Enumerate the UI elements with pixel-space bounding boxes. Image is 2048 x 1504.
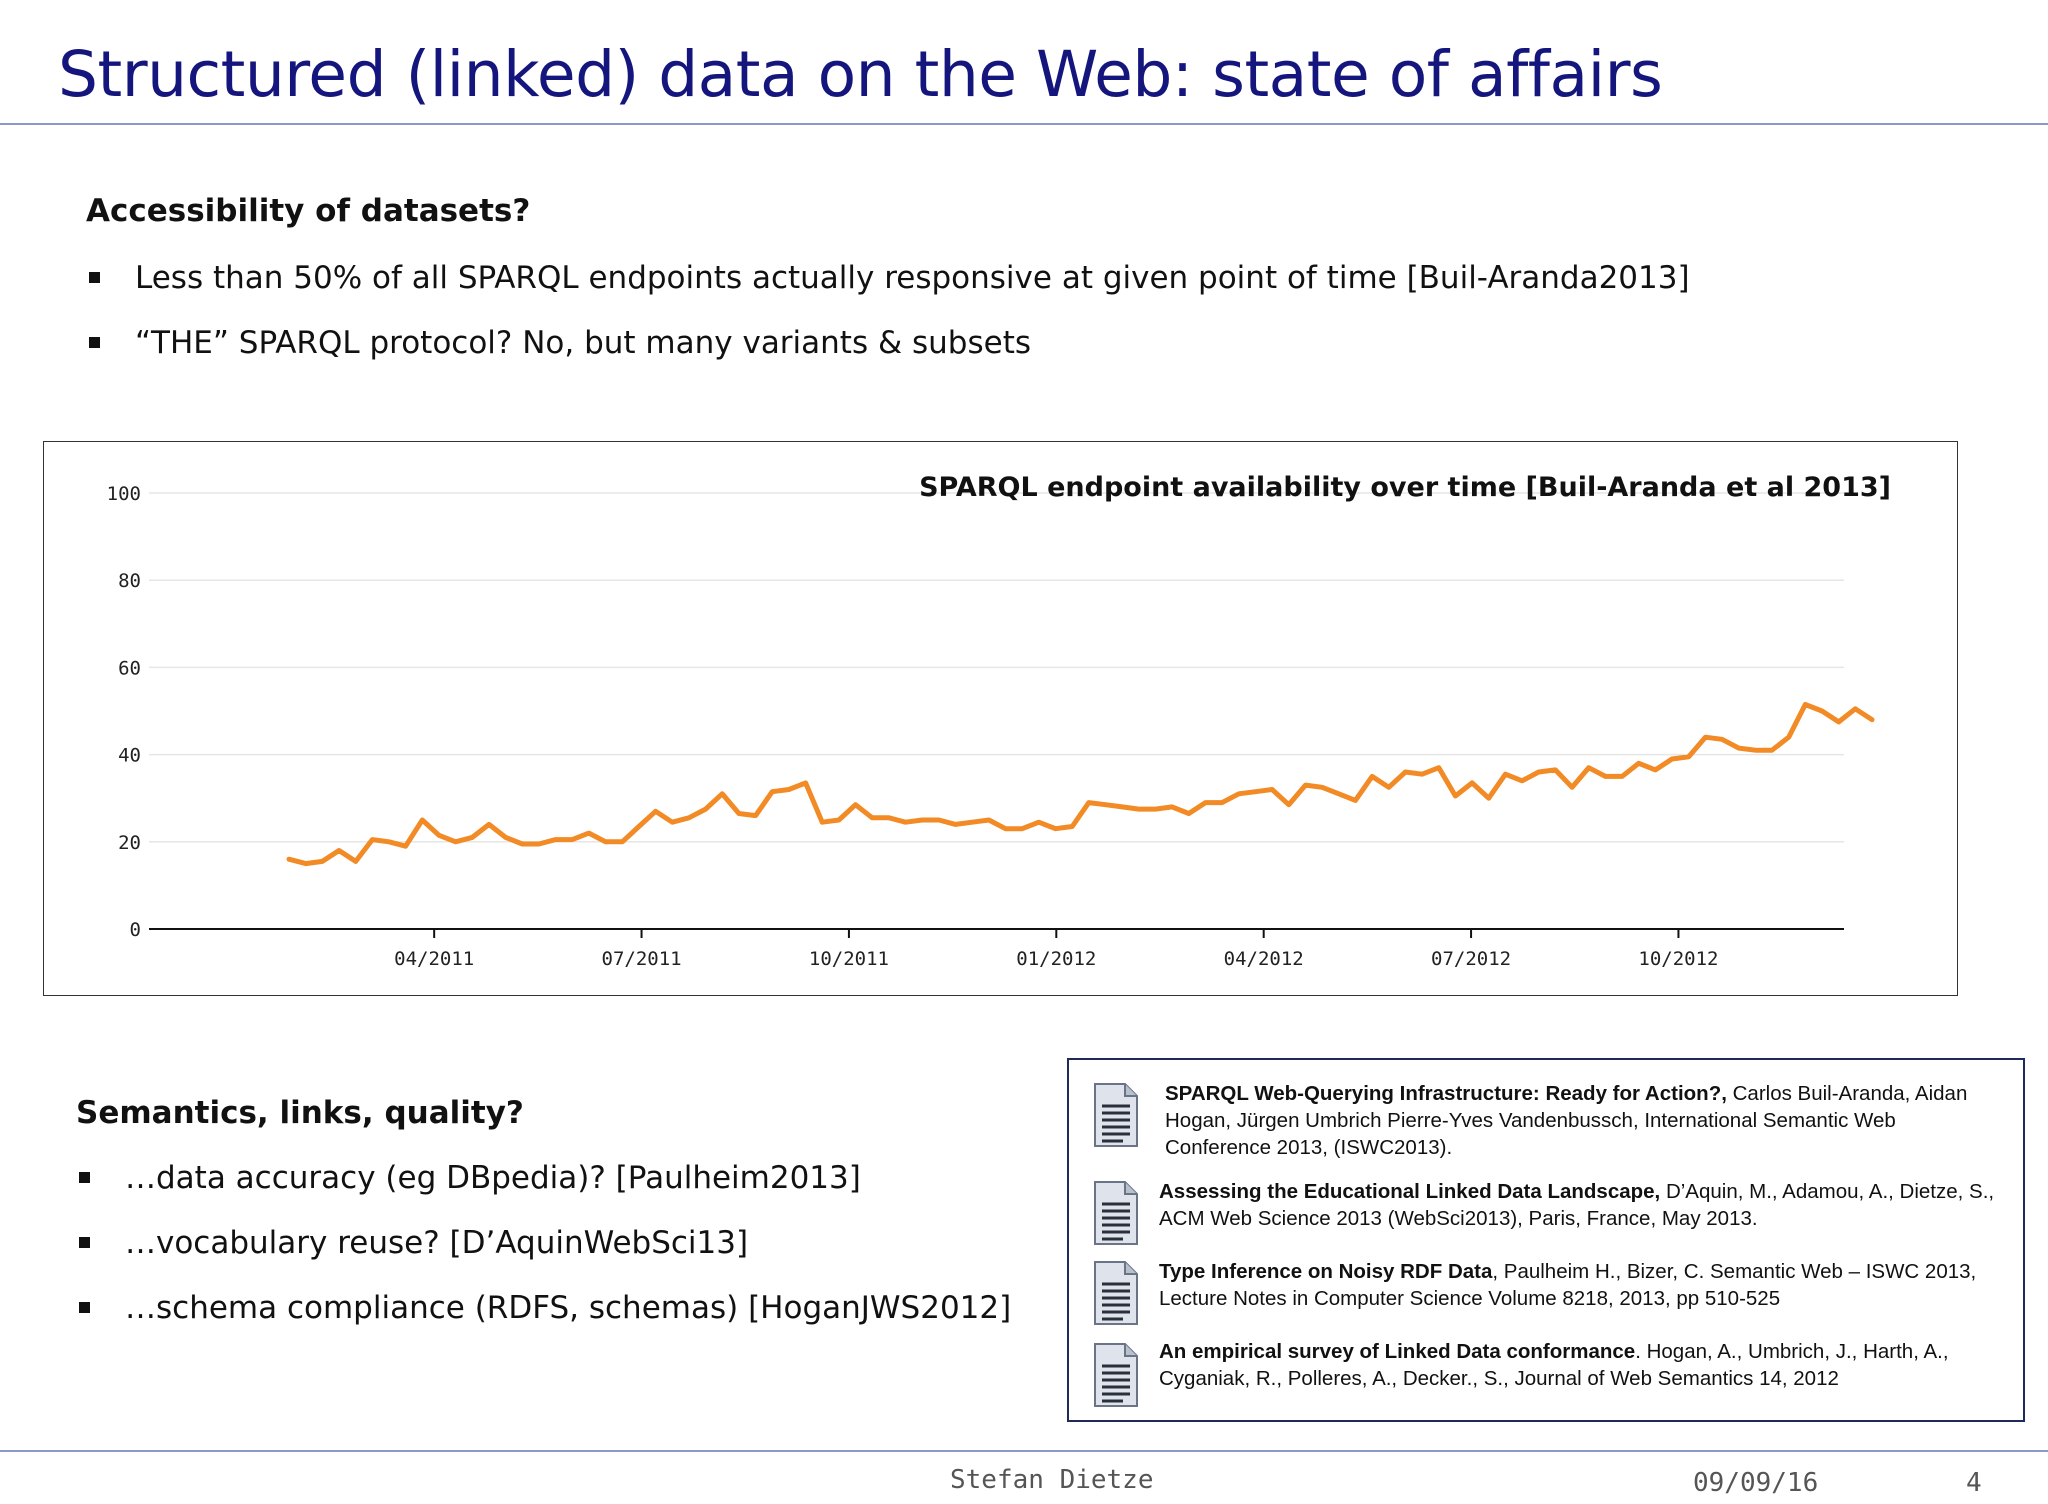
reference-text: Assessing the Educational Linked Data La… bbox=[1159, 1180, 1995, 1230]
square-bullet-icon bbox=[89, 272, 100, 283]
bullet-text: …data accuracy (eg DBpedia)? [Paulheim20… bbox=[125, 1160, 861, 1196]
reference-text: SPARQL Web-Querying Infrastructure: Read… bbox=[1165, 1082, 1968, 1159]
x-tick-label: 04/2012 bbox=[1224, 948, 1304, 970]
availability-chart: 0 20 40 60 80 100 04/2011 07/2011 10/2011 01/2012… bbox=[43, 441, 1958, 996]
x-tick-label: 07/2011 bbox=[602, 948, 682, 970]
bullet-text: …vocabulary reuse? [D’AquinWebSci13] bbox=[125, 1225, 749, 1261]
x-tick-label: 10/2011 bbox=[809, 948, 889, 970]
bullet-text: “THE” SPARQL protocol? No, but many vari… bbox=[135, 325, 1032, 361]
square-bullet-icon bbox=[79, 1172, 90, 1183]
y-tick-label: 20 bbox=[118, 832, 141, 854]
y-tick-label: 100 bbox=[107, 483, 141, 505]
accessibility-bullet-list: Less than 50% of all SPARQL endpoints ac… bbox=[89, 258, 1690, 388]
references-box: SPARQL Web-Querying Infrastructure: Read… bbox=[1067, 1058, 2025, 1422]
semantics-bullet-list: …data accuracy (eg DBpedia)? [Paulheim20… bbox=[79, 1158, 1011, 1353]
chart-title: SPARQL endpoint availability over time [… bbox=[919, 472, 1891, 503]
bullet-item: “THE” SPARQL protocol? No, but many vari… bbox=[89, 323, 1690, 388]
reference-text: Type Inference on Noisy RDF Data, Paulhe… bbox=[1159, 1260, 1977, 1310]
chart-canvas: 0 20 40 60 80 100 04/2011 07/2011 10/2011 01/2012… bbox=[107, 483, 1875, 970]
bullet-text: Less than 50% of all SPARQL endpoints ac… bbox=[135, 260, 1690, 296]
bullet-item: …data accuracy (eg DBpedia)? [Paulheim20… bbox=[79, 1158, 1011, 1223]
document-icon bbox=[1094, 1343, 1138, 1407]
y-tick-label: 60 bbox=[118, 657, 141, 679]
x-tick-label: 01/2012 bbox=[1016, 948, 1096, 970]
bullet-item: Less than 50% of all SPARQL endpoints ac… bbox=[89, 258, 1690, 323]
x-tick-label: 07/2012 bbox=[1431, 948, 1511, 970]
series-line bbox=[286, 702, 1875, 867]
title-divider bbox=[0, 123, 2048, 125]
y-tick-label: 0 bbox=[130, 919, 141, 941]
y-tick-label: 80 bbox=[118, 570, 141, 592]
footer-author: Stefan Dietze bbox=[950, 1465, 1154, 1495]
y-tick-label: 40 bbox=[118, 745, 141, 767]
document-icon bbox=[1094, 1181, 1138, 1245]
bullet-item: …schema compliance (RDFS, schemas) [Hoga… bbox=[79, 1288, 1011, 1353]
document-icon bbox=[1094, 1083, 1138, 1147]
square-bullet-icon bbox=[79, 1237, 90, 1248]
footer-divider bbox=[0, 1450, 2048, 1452]
square-bullet-icon bbox=[79, 1302, 90, 1313]
footer-date: 09/09/16 bbox=[1693, 1468, 1819, 1498]
slide-title: Structured (linked) data on the Web: sta… bbox=[58, 38, 1663, 111]
bullet-text: …schema compliance (RDFS, schemas) [Hoga… bbox=[125, 1290, 1012, 1326]
x-tick-label: 04/2011 bbox=[394, 948, 474, 970]
section-heading-semantics: Semantics, links, quality? bbox=[76, 1095, 524, 1131]
bullet-item: …vocabulary reuse? [D’AquinWebSci13] bbox=[79, 1223, 1011, 1288]
footer-page-number: 4 bbox=[1966, 1468, 1982, 1498]
section-heading-accessibility: Accessibility of datasets? bbox=[86, 193, 531, 229]
document-icon bbox=[1094, 1261, 1138, 1325]
x-tick-label: 10/2012 bbox=[1638, 948, 1718, 970]
square-bullet-icon bbox=[89, 337, 100, 348]
reference-text: An empirical survey of Linked Data confo… bbox=[1159, 1340, 1949, 1390]
